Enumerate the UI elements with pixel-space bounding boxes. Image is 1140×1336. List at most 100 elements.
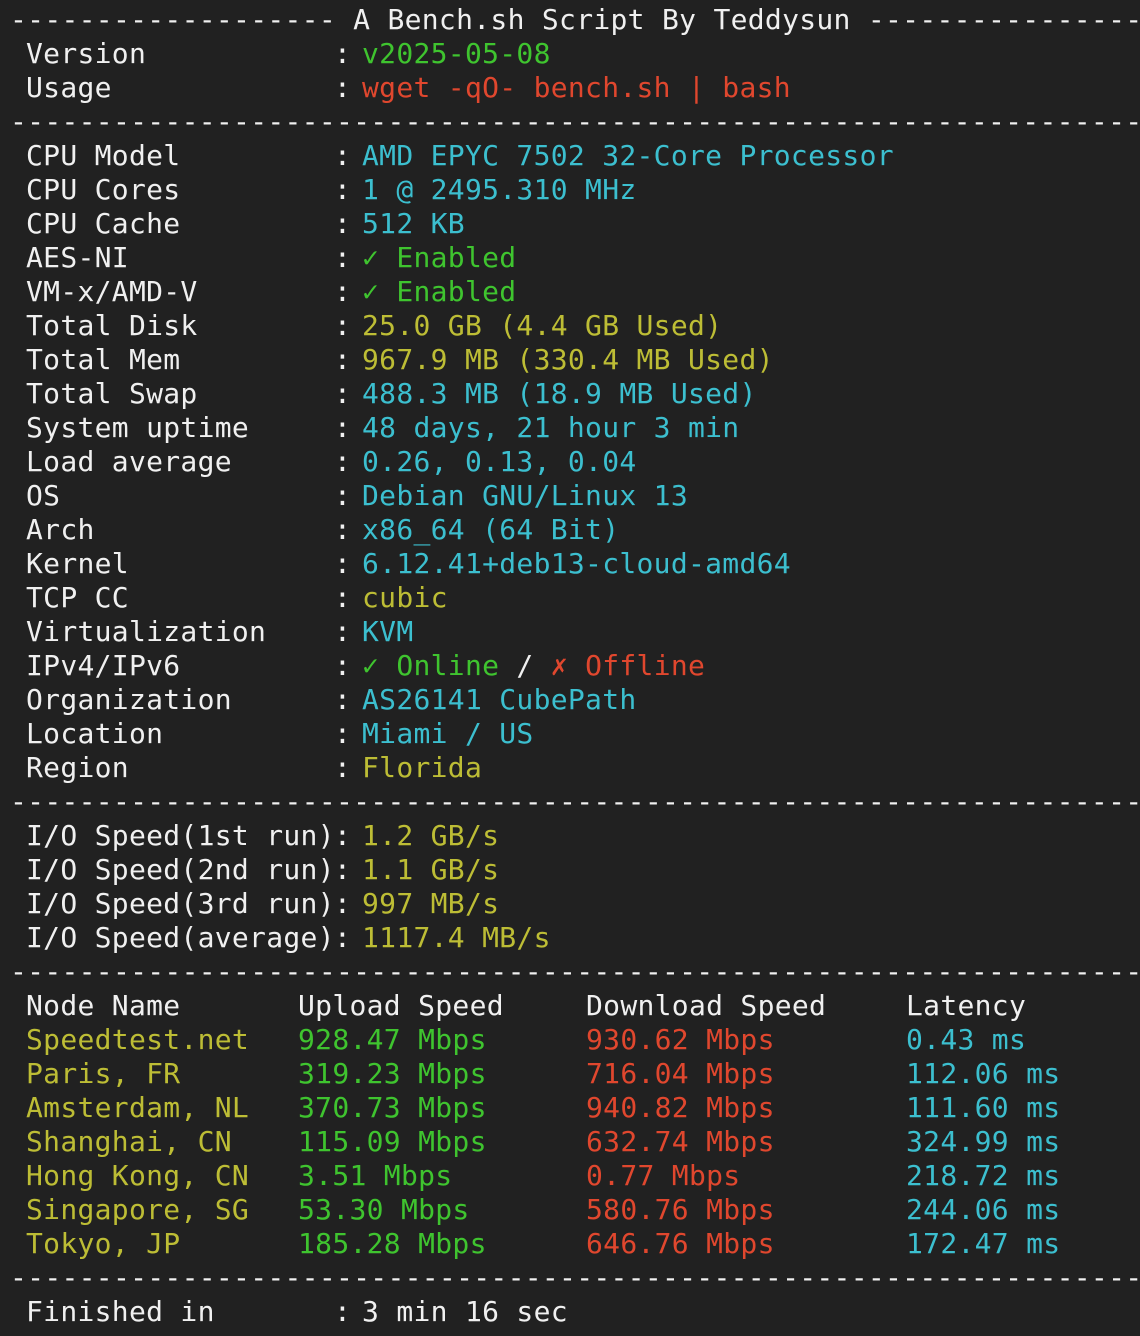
separator-line: ----------------------------------------… bbox=[0, 105, 1140, 139]
speedtest-row: Shanghai, CN 115.09 Mbps 632.74 Mbps 324.99… bbox=[0, 1125, 1140, 1159]
info-value: 3 min 16 sec bbox=[362, 1295, 568, 1328]
title-line: ------------------- A Bench.sh Script By… bbox=[0, 3, 1140, 37]
info-row: I/O Speed(2nd run):1.1 GB/s bbox=[0, 853, 1140, 887]
colon: : bbox=[334, 547, 352, 580]
info-value: wget -qO- bench.sh | bash bbox=[362, 71, 791, 104]
info-label: CPU Cores bbox=[26, 173, 181, 206]
column-header: Download Speed bbox=[586, 989, 827, 1022]
separator: ----------------------------------------… bbox=[10, 785, 1140, 818]
colon: : bbox=[334, 37, 352, 70]
info-value: 1.1 GB/s bbox=[362, 853, 500, 886]
colon: : bbox=[334, 649, 352, 682]
upload-speed: 115.09 Mbps bbox=[298, 1125, 487, 1158]
info-row: VM-x/AMD-V: ✓ Enabled bbox=[0, 275, 1140, 309]
info-label: Load average bbox=[26, 445, 232, 478]
info-row: Region: Florida bbox=[0, 751, 1140, 785]
speedtest-row: Paris, FR 319.23 Mbps 716.04 Mbps 112.06 ms bbox=[0, 1057, 1140, 1091]
colon: : bbox=[334, 343, 352, 376]
latency: 111.60 ms bbox=[906, 1091, 1061, 1124]
latency: 218.72 ms bbox=[906, 1159, 1061, 1192]
upload-speed: 370.73 Mbps bbox=[298, 1091, 487, 1124]
info-label: Total Mem bbox=[26, 343, 181, 376]
info-value: KVM bbox=[362, 615, 414, 648]
info-value: 1.2 GB/s bbox=[362, 819, 500, 852]
info-label: Finished in bbox=[26, 1295, 215, 1328]
info-label: Region bbox=[26, 751, 129, 784]
colon: : bbox=[334, 275, 352, 308]
node-name: Tokyo, JP bbox=[26, 1227, 181, 1260]
latency: 324.99 ms bbox=[906, 1125, 1061, 1158]
colon: : bbox=[334, 513, 352, 546]
info-value: 25.0 GB (4.4 GB Used) bbox=[362, 309, 723, 342]
info-value: ✓ Enabled bbox=[362, 241, 517, 274]
footer-row: Finished in:3 min 16 sec bbox=[0, 1295, 1140, 1329]
info-value: 0.26, 0.13, 0.04 bbox=[362, 445, 637, 478]
download-speed: 580.76 Mbps bbox=[586, 1193, 775, 1226]
info-label: TCP CC bbox=[26, 581, 129, 614]
info-value: 997 MB/s bbox=[362, 887, 500, 920]
info-row: Virtualization: KVM bbox=[0, 615, 1140, 649]
download-speed: 930.62 Mbps bbox=[586, 1023, 775, 1056]
ipv6-status: ✗ Offline bbox=[550, 649, 706, 682]
info-row: Organization: AS26141 CubePath bbox=[0, 683, 1140, 717]
info-value: ✓ Online / ✗ Offline bbox=[362, 649, 705, 683]
info-row: TCP CC: cubic bbox=[0, 581, 1140, 615]
colon: : bbox=[334, 751, 352, 784]
info-value: AS26141 CubePath bbox=[362, 683, 637, 716]
info-label: CPU Model bbox=[26, 139, 181, 172]
download-speed: 646.76 Mbps bbox=[586, 1227, 775, 1260]
separator-line: ----------------------------------------… bbox=[0, 785, 1140, 819]
info-value: Miami / US bbox=[362, 717, 534, 750]
info-row: OS: Debian GNU/Linux 13 bbox=[0, 479, 1140, 513]
info-label: Usage bbox=[26, 71, 112, 104]
info-row: AES-NI: ✓ Enabled bbox=[0, 241, 1140, 275]
column-header: Node Name bbox=[26, 989, 181, 1022]
upload-speed: 3.51 Mbps bbox=[298, 1159, 453, 1192]
info-label: Kernel bbox=[26, 547, 129, 580]
info-label: I/O Speed(1st run) bbox=[26, 819, 335, 852]
info-value: cubic bbox=[362, 581, 448, 614]
download-speed: 0.77 Mbps bbox=[586, 1159, 741, 1192]
info-row: Total Swap:488.3 MB (18.9 MB Used) bbox=[0, 377, 1140, 411]
slash: / bbox=[499, 649, 551, 682]
upload-speed: 319.23 Mbps bbox=[298, 1057, 487, 1090]
info-label: Arch bbox=[26, 513, 95, 546]
colon: : bbox=[334, 139, 352, 172]
download-speed: 940.82 Mbps bbox=[586, 1091, 775, 1124]
colon: : bbox=[334, 71, 352, 104]
info-label: Total Disk bbox=[26, 309, 198, 342]
latency: 112.06 ms bbox=[906, 1057, 1061, 1090]
colon: : bbox=[334, 1295, 352, 1328]
speedtest-header: Node Name Upload Speed Download Speed Laten… bbox=[0, 989, 1140, 1023]
info-row: Location: Miami / US bbox=[0, 717, 1140, 751]
speedtest-row: Singapore, SG 53.30 Mbps 580.76 Mbps 244.06… bbox=[0, 1193, 1140, 1227]
info-row: I/O Speed(average):1117.4 MB/s bbox=[0, 921, 1140, 955]
info-value: x86_64 (64 Bit) bbox=[362, 513, 620, 546]
info-label: VM-x/AMD-V bbox=[26, 275, 198, 308]
separator: ----------------------------------------… bbox=[10, 1261, 1140, 1294]
speedtest-row: Hong Kong, CN 3.51 Mbps 0.77 Mbps 218.72 ms bbox=[0, 1159, 1140, 1193]
speedtest-row: Tokyo, JP 185.28 Mbps 646.76 Mbps 172.47 ms bbox=[0, 1227, 1140, 1261]
download-speed: 632.74 Mbps bbox=[586, 1125, 775, 1158]
colon: : bbox=[334, 683, 352, 716]
info-row: CPU Model: AMD EPYC 7502 32-Core Processo… bbox=[0, 139, 1140, 173]
separator-line: ----------------------------------------… bbox=[0, 1261, 1140, 1295]
info-value: AMD EPYC 7502 32-Core Processor bbox=[362, 139, 894, 172]
info-label: I/O Speed(2nd run) bbox=[26, 853, 335, 886]
info-value: ✓ Enabled bbox=[362, 275, 517, 308]
node-name: Speedtest.net bbox=[26, 1023, 250, 1056]
info-value: 1 @ 2495.310 MHz bbox=[362, 173, 637, 206]
info-value: Florida bbox=[362, 751, 483, 784]
info-row-ipv4-ipv6: IPv4/IPv6: ✓ Online / ✗ Offline bbox=[0, 649, 1140, 683]
info-label: CPU Cache bbox=[26, 207, 181, 240]
info-row: Total Mem:967.9 MB (330.4 MB Used) bbox=[0, 343, 1140, 377]
colon: : bbox=[334, 377, 352, 410]
separator: ----------------------------------------… bbox=[10, 955, 1140, 988]
upload-speed: 928.47 Mbps bbox=[298, 1023, 487, 1056]
colon: : bbox=[334, 887, 352, 920]
info-value: 1117.4 MB/s bbox=[362, 921, 551, 954]
colon: : bbox=[334, 479, 352, 512]
colon: : bbox=[334, 581, 352, 614]
colon: : bbox=[334, 615, 352, 648]
